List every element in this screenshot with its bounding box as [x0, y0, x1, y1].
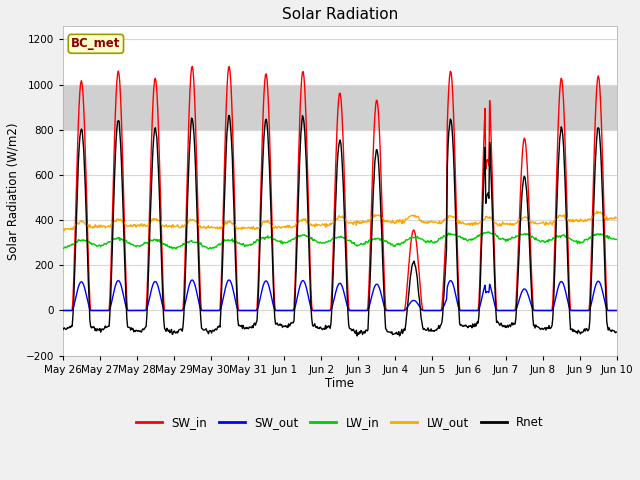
Rnet [126, 324, 134, 330]
SW_in [69, 297, 77, 302]
Line: LW_in: LW_in [63, 232, 617, 249]
SW_out [613, 308, 621, 313]
Rnet [59, 327, 67, 333]
Line: SW_in: SW_in [63, 66, 617, 311]
SW_in [613, 308, 621, 313]
LW_out [127, 222, 134, 228]
Line: SW_out: SW_out [63, 280, 617, 311]
LW_in [484, 229, 492, 235]
LW_out [59, 226, 67, 232]
SW_in [408, 233, 416, 239]
Rnet [396, 333, 403, 339]
LW_in [408, 234, 416, 240]
LW_out [212, 225, 220, 230]
LW_in [424, 238, 432, 244]
Line: Rnet: Rnet [63, 115, 617, 336]
Legend: SW_in, SW_out, LW_in, LW_out, Rnet: SW_in, SW_out, LW_in, LW_out, Rnet [131, 411, 548, 433]
LW_in [182, 241, 190, 247]
Rnet [69, 313, 77, 319]
LW_out [183, 221, 191, 227]
SW_out [182, 296, 190, 302]
X-axis label: Time: Time [325, 377, 355, 390]
SW_in [188, 63, 196, 69]
Y-axis label: Solar Radiation (W/m2): Solar Radiation (W/m2) [7, 122, 20, 260]
Rnet [225, 112, 233, 118]
SW_in [59, 308, 67, 313]
LW_in [126, 240, 134, 246]
Rnet [425, 328, 433, 334]
SW_in [212, 308, 220, 313]
LW_out [408, 213, 416, 218]
SW_in [424, 308, 432, 313]
LW_out [613, 215, 621, 221]
LW_out [60, 228, 67, 234]
Rnet [212, 326, 220, 332]
SW_out [424, 308, 432, 313]
SW_out [59, 308, 67, 313]
SW_out [212, 308, 220, 313]
Line: LW_out: LW_out [63, 211, 617, 231]
Bar [63, 84, 617, 130]
LW_out [593, 208, 600, 214]
LW_in [59, 245, 67, 251]
LW_in [205, 246, 212, 252]
LW_in [212, 244, 220, 250]
LW_in [613, 237, 621, 242]
SW_in [182, 215, 190, 220]
SW_out [408, 298, 416, 304]
Rnet [613, 329, 621, 335]
Title: Solar Radiation: Solar Radiation [282, 7, 398, 22]
Text: BC_met: BC_met [71, 37, 120, 50]
Rnet [409, 261, 417, 266]
SW_out [188, 277, 196, 283]
LW_out [424, 221, 432, 227]
SW_out [69, 306, 77, 312]
LW_out [70, 224, 77, 229]
SW_in [126, 308, 134, 313]
Rnet [182, 248, 190, 254]
SW_out [126, 308, 134, 313]
LW_in [69, 242, 77, 248]
